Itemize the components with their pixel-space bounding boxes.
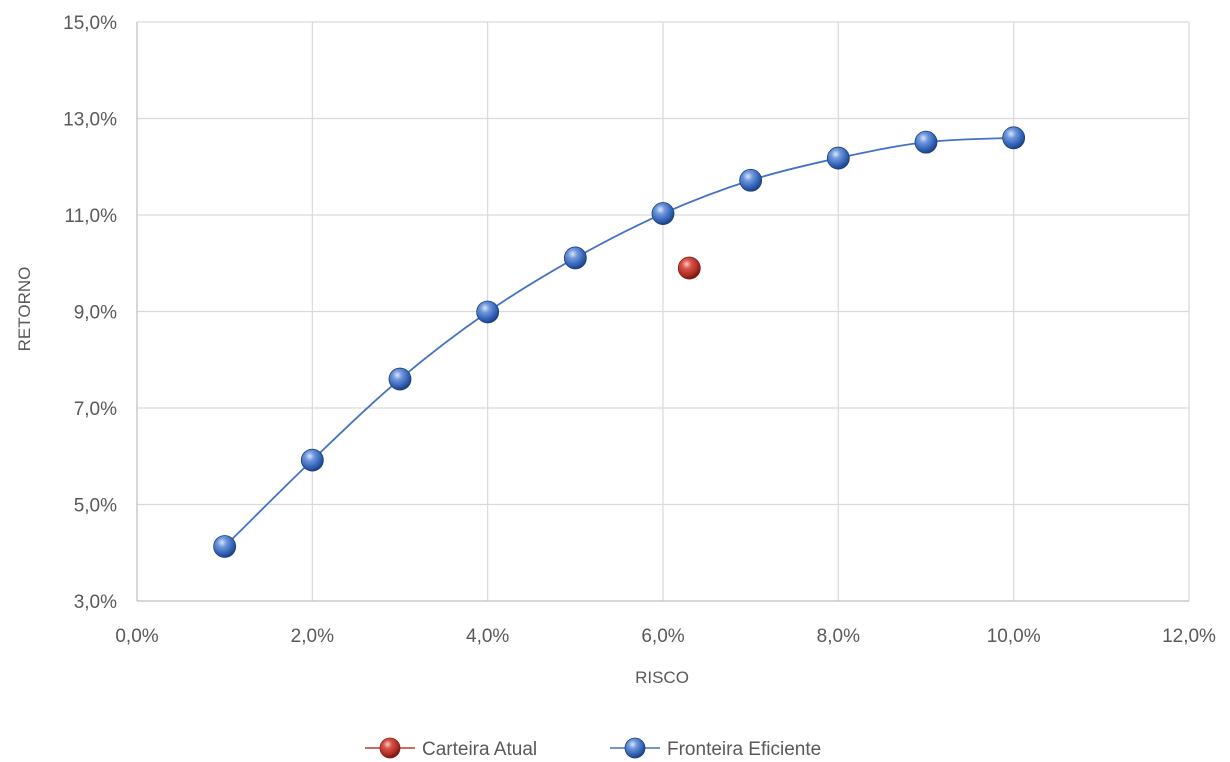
data-point-series-1-6 (739, 168, 763, 192)
x-axis-title: RISCO (635, 668, 689, 687)
y-tick-label: 13,0% (63, 110, 117, 131)
y-tick-label: 9,0% (74, 303, 117, 324)
data-point-series-1-5 (651, 202, 675, 225)
x-tick-label: 6,0% (641, 626, 684, 647)
series-line-1 (224, 136, 1014, 548)
gridlines (137, 21, 1190, 601)
x-tick-label: 10,0% (987, 626, 1041, 647)
data-point-series-1-3 (476, 300, 500, 324)
axes (136, 22, 1189, 602)
data-point-series-1-8 (914, 130, 938, 154)
data-point-series-1-7 (826, 146, 850, 170)
legend-item-fronteira-eficiente: Fronteira Eficiente (610, 737, 821, 760)
legend-label-carteira-atual: Carteira Atual (422, 739, 537, 760)
y-axis-title: RETORNO (15, 267, 34, 352)
data-point-series-1-2 (388, 367, 412, 391)
data-point-series-1-1 (300, 448, 324, 472)
y-tick-label: 15,0% (63, 13, 117, 34)
legend-label-fronteira-eficiente: Fronteira Eficiente (667, 739, 821, 760)
y-tick-label: 3,0% (74, 592, 117, 613)
x-tick-label: 8,0% (817, 626, 860, 647)
y-tick-label: 5,0% (74, 496, 117, 517)
data-point-series-1-4 (563, 246, 587, 270)
data-point-series-1-0 (213, 535, 237, 558)
legend-marker-fronteira-eficiente (624, 737, 646, 759)
y-tick-label: 7,0% (74, 399, 117, 420)
legend: Carteira Atual Fronteira Eficiente (365, 737, 821, 760)
x-tick-label: 2,0% (291, 626, 334, 647)
data-point-series-0-0 (677, 256, 701, 280)
legend-marker-carteira-atual (379, 737, 401, 759)
series-layer (213, 126, 1026, 558)
x-tick-label: 12,0% (1162, 626, 1216, 647)
legend-item-carteira-atual: Carteira Atual (365, 737, 537, 760)
x-tick-label: 4,0% (466, 626, 509, 647)
data-point-series-1-9 (1002, 126, 1026, 150)
y-tick-label: 11,0% (65, 206, 118, 227)
tick-labels: 0,0% 2,0% 4,0% 6,0% 8,0% 10,0% 12,0% 3,0% 5,0% 7,… (63, 13, 1216, 647)
x-tick-label: 0,0% (115, 626, 158, 647)
